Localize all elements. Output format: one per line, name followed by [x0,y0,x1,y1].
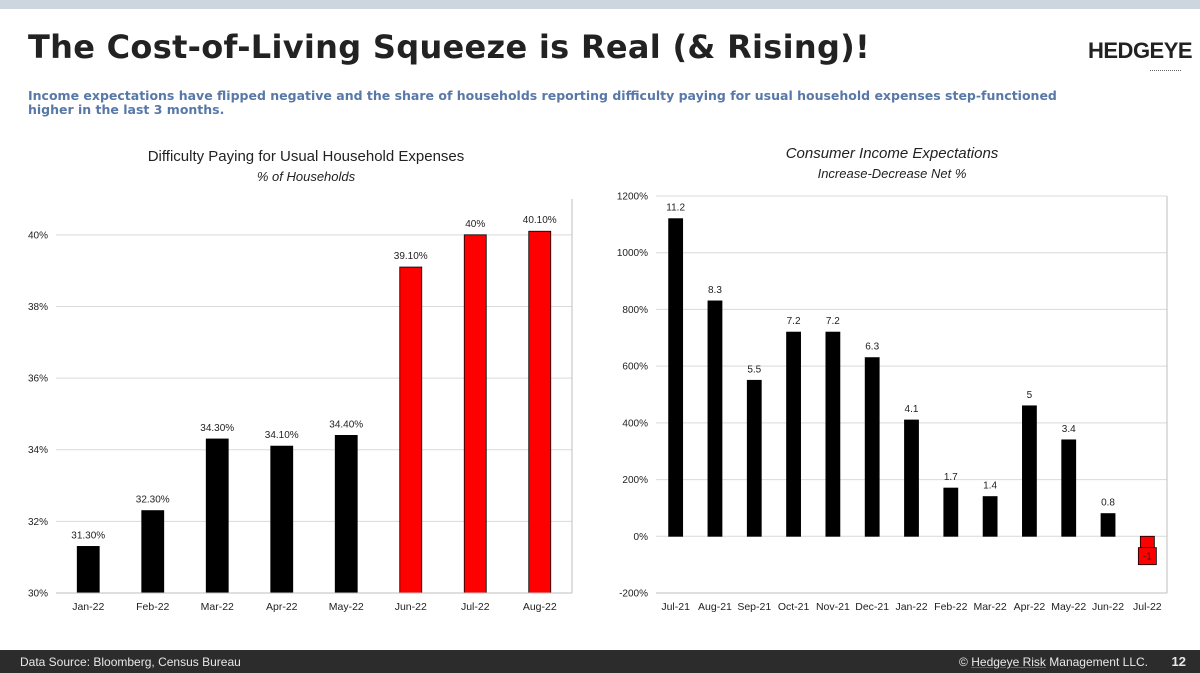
x-tick-label: Apr-22 [1014,601,1046,613]
x-tick-label: Jan-22 [895,601,927,613]
x-tick-label: Jul-22 [1133,601,1162,613]
bar [528,230,552,594]
data-label: 39.10% [394,251,428,262]
y-tick-label: 30% [28,589,48,600]
data-label: 7.2 [826,316,840,327]
copyright-prefix: © [959,655,972,669]
chart-title: Difficulty Paying for Usual Household Ex… [148,148,465,165]
x-tick-label: May-22 [329,601,364,613]
data-label: 1.4 [983,481,997,492]
bar [463,234,487,594]
data-label: 11.2 [666,203,685,214]
y-tick-label: -200% [619,589,648,600]
data-source: Data Source: Bloomberg, Census Bureau [20,655,241,669]
data-label: 6.3 [865,342,879,353]
x-tick-label: Jun-22 [395,601,427,613]
data-label: 40.10% [523,215,557,226]
chart-subtitle: Increase-Decrease Net % [818,166,967,181]
data-label: 5.5 [747,364,761,375]
data-label-box [1137,547,1157,566]
x-tick-label: Oct-21 [778,601,810,613]
x-tick-label: Mar-22 [201,601,234,613]
slide-subtitle: Income expectations have flipped negativ… [28,88,1057,117]
bar [668,218,684,537]
y-tick-label: 32% [28,517,48,528]
x-tick-label: Aug-21 [698,601,732,613]
page-number: 12 [1171,654,1186,669]
y-tick-label: 800% [622,305,648,316]
page-title: The Cost-of-Living Squeeze is Real (& Ri… [28,28,871,66]
y-tick-label: 34% [28,445,48,456]
bar [746,379,762,537]
y-tick-label: 1200% [617,192,648,203]
bar [707,300,723,537]
data-label: 7.2 [787,316,801,327]
data-label: 1.7 [944,472,958,483]
copyright: © Hedgeye Risk Management LLC. [959,655,1148,669]
x-tick-label: Jul-22 [461,601,490,613]
x-tick-label: Dec-21 [855,601,889,613]
x-tick-label: Jul-21 [661,601,690,613]
y-tick-label: 200% [622,475,648,486]
bar [825,331,841,537]
y-tick-label: 600% [622,362,648,373]
x-tick-label: Feb-22 [934,601,967,613]
chart-income-expectations-svg: -200% 0% 200% 400% 600% 800% 1000% 1200% Jul-21 1… [617,145,1168,613]
x-tick-label: Jun-22 [1092,601,1124,613]
copyright-underlined: Hedgeye Risk [971,655,1046,669]
bar [786,331,801,537]
data-label: 0.8 [1101,498,1115,509]
bar [1061,439,1077,537]
bar [1022,405,1037,537]
copyright-suffix: Management LLC. [1045,655,1148,669]
x-tick-label: Jan-22 [72,601,104,613]
y-tick-label: 38% [28,302,48,313]
x-tick-label: Feb-22 [136,601,169,613]
bar [904,419,919,537]
bar [1100,513,1116,537]
y-tick-label: 0% [634,532,649,543]
bar [141,510,165,594]
bar [943,487,959,537]
data-label: 3.4 [1062,424,1076,435]
y-tick-label: 400% [622,418,648,429]
bar [76,546,100,594]
y-tick-label: 36% [28,374,48,385]
chart-subtitle: % of Households [257,169,356,184]
x-tick-label: May-22 [1051,601,1086,613]
data-label: 31.30% [71,530,105,541]
x-tick-label: Sep-21 [737,601,771,613]
data-label: 5 [1027,390,1033,401]
data-label: 34.40% [329,419,363,430]
chart-income-expectations: -200% 0% 200% 400% 600% 800% 1000% 1200% Jul-21 1… [600,140,1200,620]
bar [982,496,998,537]
chart-household-expenses-svg: 30% 32% 34% 36% 38% 40% Jan-22 31.30% Feb-22 32.3… [28,148,573,613]
hedgeye-logo: HEDGEYE [1088,38,1193,63]
data-label: 34.10% [265,430,299,441]
chart-title: Consumer Income Expectations [786,145,999,162]
data-label: 32.30% [136,495,170,506]
data-label: 8.3 [708,285,722,296]
data-label: 4.1 [905,404,919,415]
x-tick-label: Nov-21 [816,601,850,613]
x-tick-label: Aug-22 [523,601,557,613]
footer-bar: Data Source: Bloomberg, Census Bureau © … [0,650,1200,673]
chart-household-expenses: 30% 32% 34% 36% 38% 40% Jan-22 31.30% Feb-22 32.3… [0,140,585,620]
top-strip [0,0,1200,9]
y-tick-label: 1000% [617,248,648,259]
x-tick-label: Apr-22 [266,601,298,613]
bar [864,357,880,537]
bar [399,266,423,594]
bar [205,438,229,594]
bar [334,434,358,594]
data-label: 40% [465,219,485,230]
data-label: -1 [1143,552,1152,563]
y-tick-label: 40% [28,230,48,241]
logo-underline [1150,70,1181,71]
x-tick-label: Mar-22 [973,601,1006,613]
bar [270,445,294,594]
data-label: 34.30% [200,423,234,434]
